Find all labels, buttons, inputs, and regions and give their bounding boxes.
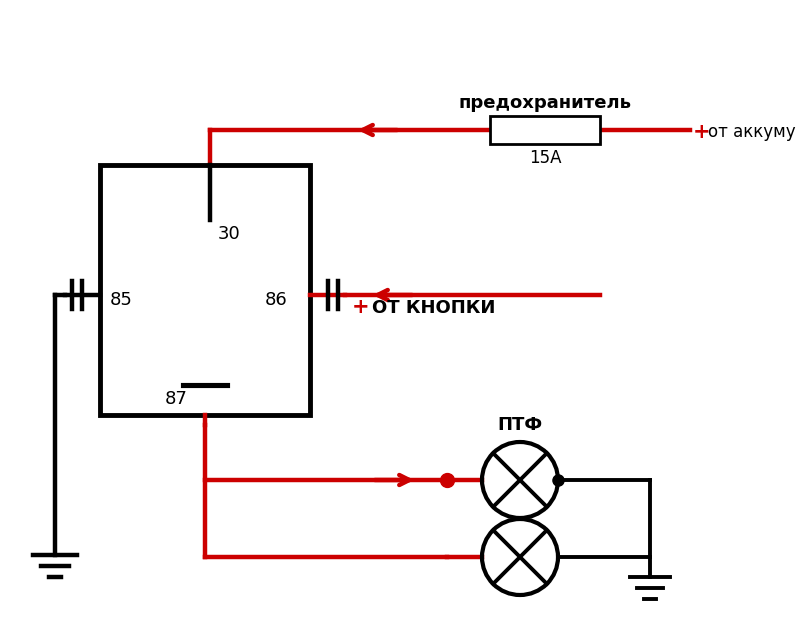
Text: ОТ КНОПКИ: ОТ КНОПКИ: [372, 299, 495, 317]
Text: 86: 86: [265, 291, 287, 309]
Text: от аккумулятора: от аккумулятора: [708, 123, 796, 141]
Text: +: +: [352, 297, 369, 317]
Text: ПТФ: ПТФ: [498, 416, 543, 434]
Bar: [490, 116, 600, 144]
Text: 15А: 15А: [529, 149, 561, 167]
Text: 30: 30: [218, 225, 240, 243]
Text: +: +: [693, 122, 711, 142]
Text: 87: 87: [165, 390, 188, 408]
Text: предохранитель: предохранитель: [458, 94, 631, 112]
Text: 85: 85: [110, 291, 133, 309]
